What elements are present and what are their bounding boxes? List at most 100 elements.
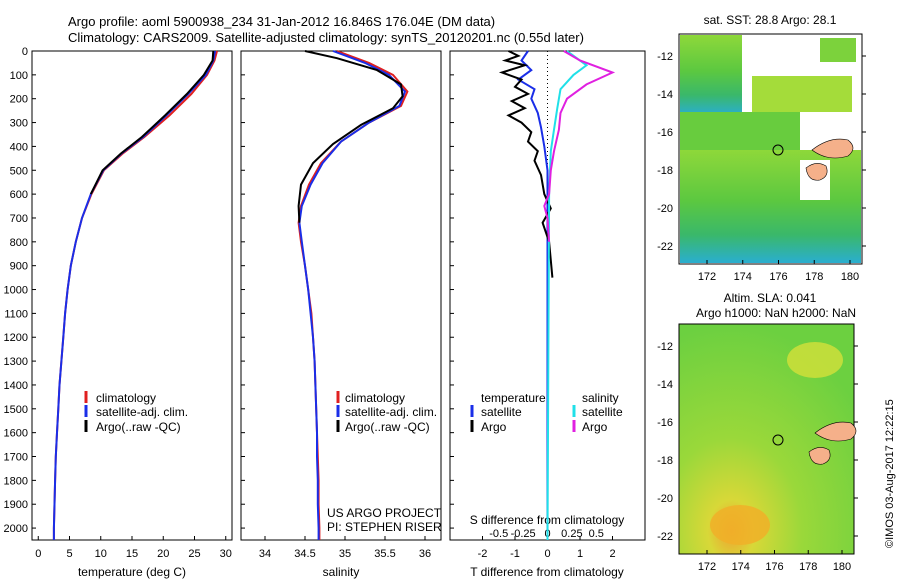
sla-high-anomaly [710,505,770,545]
lat-tick-label: -12 [657,341,673,353]
x-tick-label: 10 [95,548,107,560]
depth-tick-label: 400 [10,141,28,153]
island-viti-levu [808,447,831,465]
lat-tick-label: -22 [657,531,673,543]
project-annotation: US ARGO PROJECT [327,506,442,520]
x-tick-label: 20 [157,548,169,560]
legend-label-argo: Argo(..raw -QC) [345,420,430,434]
lon-tick-label: 172 [698,561,716,573]
legend-label-satellite: satellite-adj. clim. [96,405,188,419]
lat-tick-label: -22 [657,241,673,253]
lat-tick-label: -14 [657,379,673,391]
sla-map-subtitle: Argo h1000: NaN h2000: NaN [696,306,856,320]
lon-tick-label: 176 [769,271,787,283]
sst-map: sat. SST: 28.8 Argo: 28.1 -12 -14 -16 -18 -2… [657,13,866,283]
salinity-legend: climatology satellite-adj. clim. Argo(..… [327,391,442,534]
series-line-argo_s [543,50,616,242]
x-tick-label: 15 [126,548,138,560]
series-line-argo [498,50,554,278]
sst-field-patch [680,150,861,263]
temperature-panel [31,50,233,541]
lat-tick-label: -12 [657,51,673,63]
x-tick-label: 30 [220,548,232,560]
difference-legend: temperature salinity satellite Argo sate… [470,391,623,434]
temperature-frame [31,50,233,541]
lat-tick-label: -20 [657,493,673,505]
x-tick-label: 0 [35,548,41,560]
temperature-xlabel: temperature (deg C) [78,565,186,579]
depth-tick-label: 1000 [4,285,28,297]
series-line-sat [298,50,407,540]
temperature-legend: climatology satellite-adj. clim. Argo(..… [84,391,188,434]
sst-map-title: sat. SST: 28.8 Argo: 28.1 [704,13,837,27]
series-line-sat [516,50,549,540]
depth-tick-label: 300 [10,118,28,130]
depth-tick-label: 800 [10,237,28,249]
s-tick-label: 0.25 [561,528,582,540]
depth-tick-label: 900 [10,261,28,273]
s-tick-label: -0.5 [489,528,508,540]
island-vanua-levu [811,138,854,159]
sst-field-patch [820,38,856,62]
profile-title: Argo profile: aoml 5900938_234 31-Jan-20… [68,14,496,29]
series-line-clim [52,50,218,540]
lon-tick-label: 180 [841,271,859,283]
legend-label-t-satellite: satellite [481,405,522,419]
salinity-xlabel: salinity [323,565,360,579]
depth-tick-label: 1400 [4,380,28,392]
lat-tick-label: -16 [657,127,673,139]
legend-label-s-argo: Argo [582,420,608,434]
legend-label-satellite: satellite-adj. clim. [345,405,437,419]
depth-tick-label: 600 [10,189,28,201]
x-tick-label: 1 [577,548,583,560]
x-tick-label: 34.5 [294,548,315,560]
salinity-panel [240,50,442,541]
lon-tick-label: 174 [732,561,750,573]
difference-xlabel: T difference from climatology [470,565,624,579]
depth-tick-label: 1500 [4,404,28,416]
legend-label-climatology: climatology [96,391,156,405]
x-tick-label: 36 [419,548,431,560]
x-tick-label: 35 [339,548,351,560]
legend-label-t-argo: Argo [481,420,507,434]
argo-position-marker [772,434,784,446]
series-line-argo [297,50,404,223]
depth-tick-label: 1200 [4,332,28,344]
depth-tick-label: 100 [10,70,28,82]
legend-header-salinity: salinity [582,391,619,405]
climatology-title: Climatology: CARS2009. Satellite-adjuste… [68,30,584,45]
x-tick-label: -2 [478,548,488,560]
x-tick-label: 2 [609,548,615,560]
legend-label-climatology: climatology [345,391,405,405]
depth-axis: 0 100 200 300 400 500 600 700 800 900 1000 1100 1200… [4,46,454,535]
s-tick-label: 0.5 [589,528,604,540]
sla-map-title: Altim. SLA: 0.041 [724,291,817,305]
s-tick-label: -0.25 [511,528,536,540]
sst-field-patch [680,35,742,115]
lat-tick-label: -14 [657,89,673,101]
lon-tick-label: 178 [805,271,823,283]
legend-label-s-satellite: satellite [582,405,623,419]
legend-header-temperature: temperature [481,391,546,405]
depth-tick-label: 1900 [4,499,28,511]
series-line-sat [52,50,217,540]
lat-tick-label: -16 [657,417,673,429]
series-line-clim [297,50,409,540]
sst-field-patch [752,76,852,112]
x-tick-label: 25 [188,548,200,560]
sst-lon-ticks: 172 174 176 178 180 [698,260,859,283]
depth-tick-label: 1300 [4,356,28,368]
depth-tick-label: 200 [10,94,28,106]
lat-tick-label: -18 [657,455,673,467]
series-line-argo [89,50,215,195]
legend-label-argo: Argo(..raw -QC) [96,420,181,434]
x-tick-label: 0 [544,548,550,560]
depth-tick-label: 0 [22,46,28,58]
depth-tick-label: 700 [10,213,28,225]
lat-tick-label: -18 [657,165,673,177]
lon-tick-label: 176 [765,561,783,573]
depth-tick-label: 500 [10,165,28,177]
depth-tick-label: 1800 [4,475,28,487]
x-tick-label: 34 [259,548,271,560]
